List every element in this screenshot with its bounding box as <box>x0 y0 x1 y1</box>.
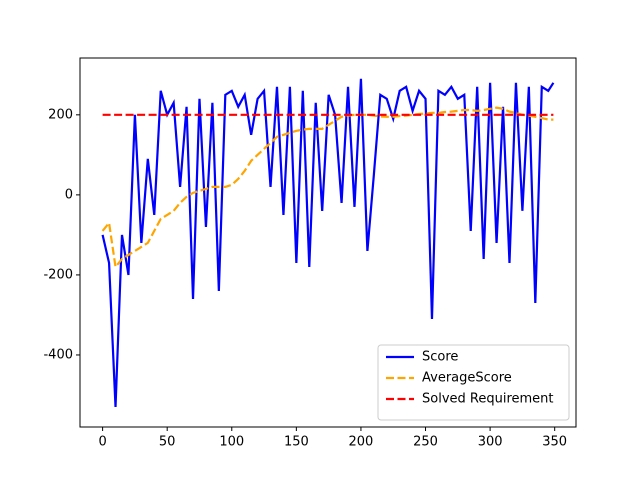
y-tick-label: 0 <box>65 187 73 202</box>
legend-label: Score <box>422 350 458 365</box>
y-tick-label: -200 <box>43 267 73 282</box>
legend-label: AverageScore <box>422 371 512 386</box>
legend-box <box>377 344 570 421</box>
series-line <box>101 106 554 270</box>
x-tick-label: 50 <box>159 435 176 450</box>
x-tick-label: 250 <box>413 435 438 450</box>
x-tick-label: 350 <box>542 435 567 450</box>
x-tick-label: 100 <box>219 435 244 450</box>
y-tick-label: -400 <box>43 347 73 362</box>
plot-frame <box>79 57 577 428</box>
x-tick-label: 0 <box>98 435 106 450</box>
x-tick-label: 200 <box>349 435 374 450</box>
series-line <box>101 78 555 408</box>
x-tick-label: 150 <box>284 435 309 450</box>
y-tick-label: 200 <box>48 107 73 122</box>
legend-label: Solved Requirement <box>422 392 554 407</box>
x-tick-label: 300 <box>478 435 503 450</box>
